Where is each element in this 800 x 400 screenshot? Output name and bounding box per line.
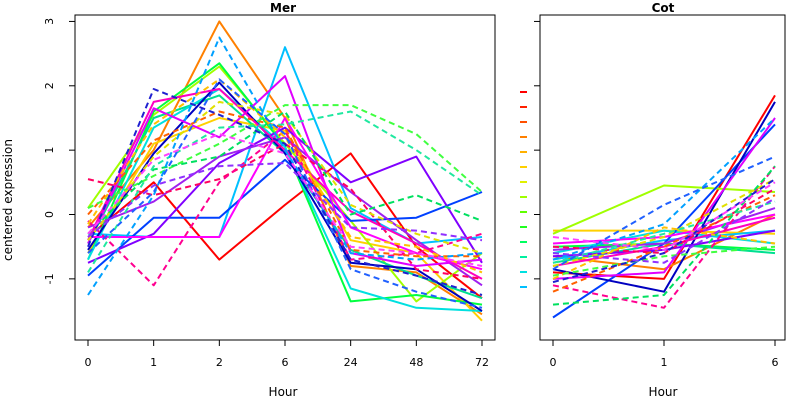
cot-series-line-3 xyxy=(552,184,776,235)
mer-series-line-24 xyxy=(87,78,483,309)
cot-series-line-0 xyxy=(552,94,776,280)
cot-series-line-22 xyxy=(552,200,776,264)
cot-series-line-11 xyxy=(552,207,776,251)
mer-series-line-26 xyxy=(87,162,483,242)
cot-x-axis-label: Hour xyxy=(649,385,678,399)
cot-series-line-7 xyxy=(552,229,776,261)
mer-x-tick-label: 24 xyxy=(344,356,358,369)
y-tick-label: -1 xyxy=(43,273,56,284)
mer-series-line-6 xyxy=(87,88,483,312)
cot-series-line-21 xyxy=(552,165,776,306)
mer-chart-title: Mer xyxy=(270,1,296,15)
mer-series-line-25 xyxy=(87,88,483,296)
cot-chart-title: Cot xyxy=(652,1,675,15)
mer-series-line-23 xyxy=(87,36,483,296)
cot-series-line-18 xyxy=(552,226,776,280)
cot-series-line-27 xyxy=(552,181,776,251)
panel-mer: Mer 0 1 2 6 24 48 72 -1 0 1 2 3 Hour centered expr… xyxy=(1,1,496,399)
y-tick-label: 0 xyxy=(43,211,56,218)
y-tick-label: 3 xyxy=(43,18,56,25)
y-tick-label: 2 xyxy=(43,82,56,89)
mer-x-tick-label: 1 xyxy=(150,356,157,369)
mer-series-line-14 xyxy=(88,117,483,271)
mer-series-line-21 xyxy=(87,110,483,235)
mer-x-axis: 0 1 2 6 24 48 72 xyxy=(85,340,489,369)
mer-x-tick-label: 6 xyxy=(282,356,289,369)
mer-series-line-17 xyxy=(87,110,482,258)
cot-series-line-6 xyxy=(552,229,776,255)
y-tick-label: 1 xyxy=(43,147,56,154)
cot-y-axis xyxy=(534,20,540,280)
cot-x-tick-label: 0 xyxy=(550,356,557,369)
mer-y-axis: -1 0 1 2 3 xyxy=(43,18,75,284)
cot-series-group xyxy=(552,94,776,319)
mer-series-line-19 xyxy=(87,100,483,255)
cot-series-line-19 xyxy=(552,178,776,267)
mer-series-line-8 xyxy=(87,158,483,277)
mer-x-tick-label: 2 xyxy=(216,356,223,369)
cot-series-line-12 xyxy=(552,117,776,280)
mer-series-group xyxy=(87,20,483,322)
cot-series-line-20 xyxy=(552,245,776,277)
mer-x-tick-label: 48 xyxy=(409,356,423,369)
y-axis-label: centered expression xyxy=(1,139,15,261)
mer-x-axis-label: Hour xyxy=(269,385,298,399)
mer-series-line-11 xyxy=(87,136,483,287)
mer-series-line-4 xyxy=(87,62,483,306)
cot-series-line-13 xyxy=(552,216,776,267)
panel-cot: Cot 0 1 6 Hour xyxy=(534,1,786,399)
mer-series-line-16 xyxy=(87,129,483,287)
mer-series-line-10 xyxy=(87,126,483,264)
cot-x-axis: 0 1 6 xyxy=(550,340,779,369)
cot-plot-frame xyxy=(539,14,786,341)
cot-x-tick-label: 6 xyxy=(772,356,779,369)
mer-series-line-12 xyxy=(87,75,483,267)
cot-series-line-25 xyxy=(552,178,776,284)
cot-series-line-24 xyxy=(552,155,776,271)
cot-series-line-26 xyxy=(552,197,776,264)
mer-series-line-18 xyxy=(87,78,483,274)
mer-x-tick-label: 72 xyxy=(475,356,489,369)
mer-x-tick-label: 0 xyxy=(85,356,92,369)
mer-series-line-22 xyxy=(87,110,483,273)
cot-x-tick-label: 1 xyxy=(661,356,668,369)
mer-series-line-15 xyxy=(87,142,483,280)
color-legend-strip xyxy=(520,91,527,288)
mer-series-line-20 xyxy=(87,104,483,209)
